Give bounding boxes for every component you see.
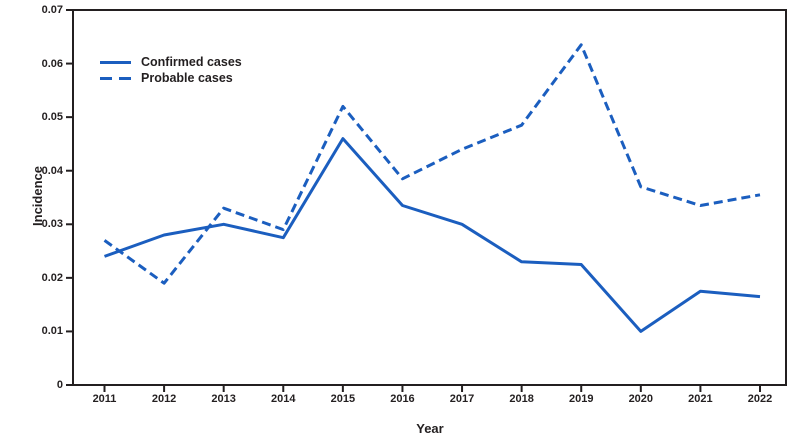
probable-cases-line xyxy=(103,43,761,285)
x-tick-label: 2022 xyxy=(747,393,773,405)
y-tick-label: 0.05 xyxy=(41,111,63,124)
chart-frame xyxy=(72,9,787,386)
y-tick-label: 0.06 xyxy=(41,57,63,70)
x-tick-label: 2020 xyxy=(628,393,654,405)
confirmed-line-swatch xyxy=(100,60,131,64)
legend-label-confirmed: Confirmed cases xyxy=(141,55,242,69)
legend-item-probable: Probable cases xyxy=(100,70,242,86)
y-tick-label: 0 xyxy=(56,379,63,391)
x-tick-label: 2011 xyxy=(92,393,117,405)
legend: Confirmed cases Probable cases xyxy=(100,54,242,86)
x-tick-label: 2018 xyxy=(509,393,534,405)
x-tick-label: 2014 xyxy=(271,393,296,405)
y-tick-label: 0.03 xyxy=(41,218,63,231)
y-tick-label: 0.04 xyxy=(41,164,63,177)
x-tick-label: 2021 xyxy=(688,393,713,405)
legend-label-probable: Probable cases xyxy=(141,71,233,85)
x-tick-label: 2013 xyxy=(211,393,236,405)
legend-item-confirmed: Confirmed cases xyxy=(100,54,242,70)
x-tick-label: 2016 xyxy=(390,393,415,405)
x-tick-label: 2012 xyxy=(151,393,177,405)
y-tick-label: 0.01 xyxy=(41,325,63,338)
x-tick-label: 2019 xyxy=(568,393,594,405)
confirmed-cases-line xyxy=(103,137,761,333)
y-tick-label: 0.02 xyxy=(41,271,63,284)
x-axis-title: Year xyxy=(416,421,444,436)
x-tick-label: 2017 xyxy=(449,393,475,405)
x-tick-label: 2015 xyxy=(330,393,356,405)
y-tick-label: 0.07 xyxy=(41,4,63,16)
probable-line-swatch xyxy=(100,76,131,80)
